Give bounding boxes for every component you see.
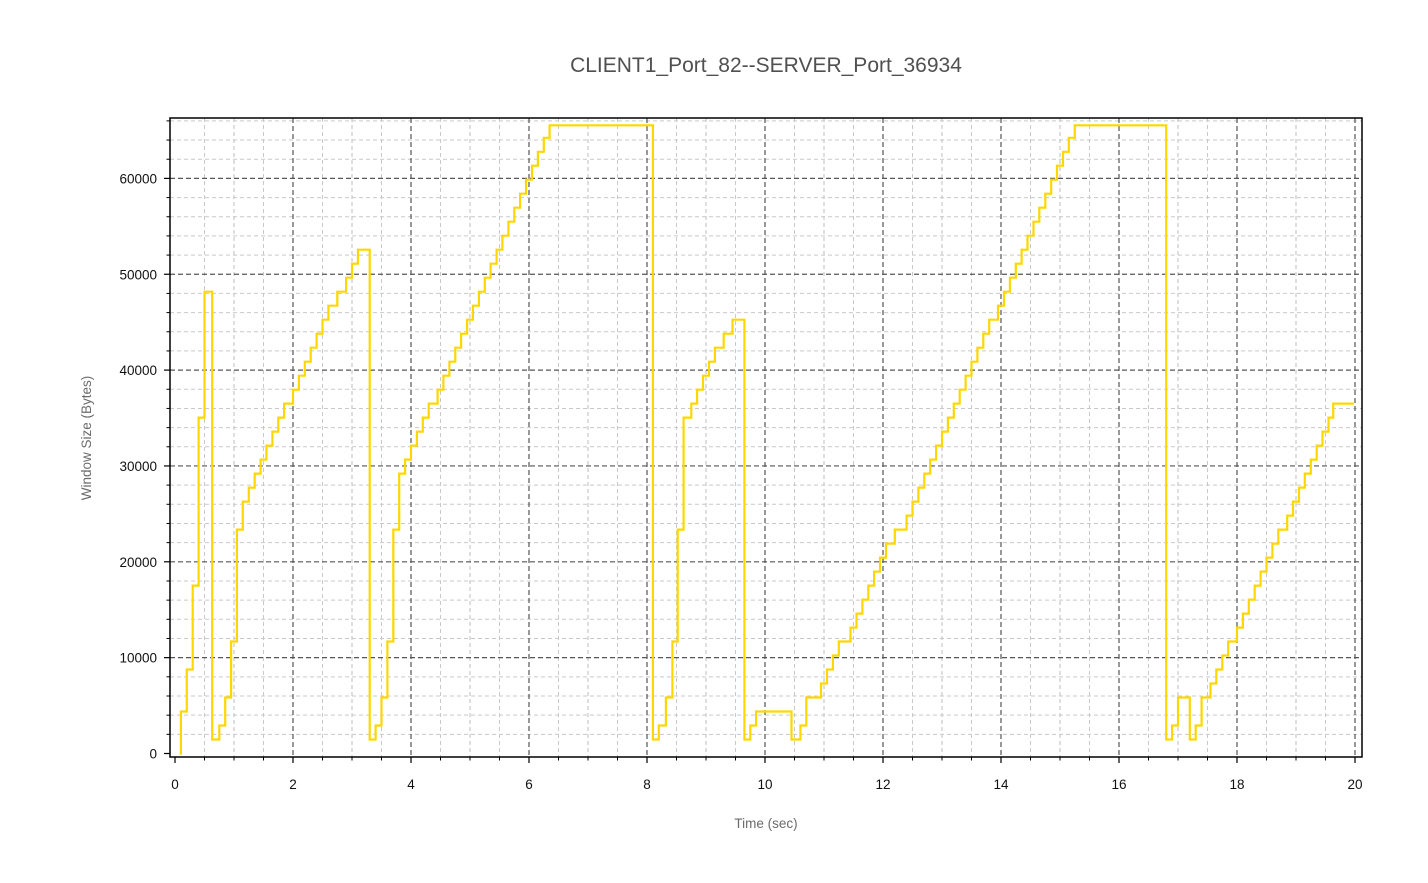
- series-layer: [179, 124, 1354, 755]
- x-tick-label: 16: [1111, 777, 1126, 792]
- x-tick-label: 20: [1347, 777, 1362, 792]
- y-tick-labels: 0 10000 20000 30000 40000 50000 60000: [119, 171, 157, 761]
- x-axis-title: Time (sec): [734, 816, 797, 831]
- axes: [164, 120, 1356, 763]
- x-tick-label: 10: [757, 777, 772, 792]
- x-tick-label: 6: [525, 777, 533, 792]
- major-grid: [170, 118, 1362, 757]
- y-tick-label: 30000: [119, 459, 157, 474]
- y-tick-label: 50000: [119, 267, 157, 282]
- y-tick-label: 60000: [119, 171, 157, 186]
- minor-grid: [170, 118, 1362, 757]
- series-line: [179, 124, 1354, 755]
- x-tick-label: 18: [1229, 777, 1244, 792]
- y-tick-label: 10000: [119, 651, 157, 666]
- y-tick-label: 20000: [119, 555, 157, 570]
- x-tick-label: 12: [875, 777, 890, 792]
- y-tick-label: 0: [149, 747, 157, 762]
- plot-area-frame: [169, 117, 1363, 758]
- x-tick-label: 4: [407, 777, 415, 792]
- x-tick-label: 14: [993, 777, 1009, 792]
- y-axis-title: Window Size (Bytes): [79, 376, 94, 501]
- x-tick-label: 2: [289, 777, 297, 792]
- x-tick-labels: 0 2 4 6 8 10 12 14 16 18 20: [171, 777, 1362, 792]
- y-tick-label: 40000: [119, 363, 157, 378]
- chart-title: CLIENT1_Port_82--SERVER_Port_36934: [570, 54, 962, 77]
- x-tick-label: 8: [643, 777, 651, 792]
- x-tick-label: 0: [171, 777, 179, 792]
